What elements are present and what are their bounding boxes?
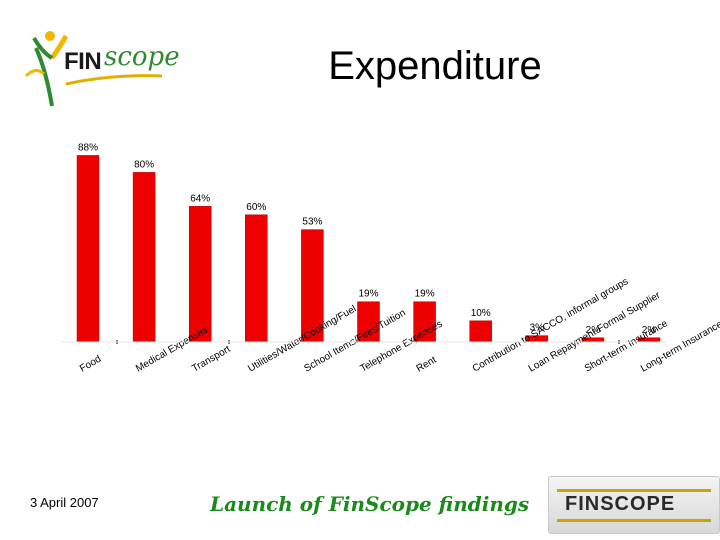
logo-scope-text: scope (104, 42, 180, 72)
figure-logo-icon (24, 31, 69, 107)
data-label-3: 64% (190, 193, 210, 204)
data-label-8: 10% (471, 308, 491, 319)
data-label-11: 2% (642, 325, 657, 336)
finscope-logo: FIN scope (22, 18, 180, 114)
data-label-10: 2% (586, 325, 601, 336)
category-label-7: Rent (415, 354, 439, 374)
bar-1 (76, 155, 100, 343)
logo-footer-line-bottom (557, 519, 711, 522)
finscope-logo-footer: FINSCOPE (548, 476, 720, 534)
data-label-5: 53% (302, 217, 322, 228)
category-label-1: Food (78, 354, 103, 375)
logo-fin-text: FIN (64, 48, 102, 75)
data-label-9: 3% (530, 323, 545, 334)
page-title: Expenditure (328, 44, 542, 88)
bar-2 (132, 172, 156, 343)
bar-4 (245, 214, 268, 343)
data-label-1: 88% (78, 142, 98, 153)
logo-footer-text: FINSCOPE (565, 493, 676, 515)
footer-date: 3 April 2007 (30, 495, 99, 510)
data-label-4: 60% (246, 202, 266, 213)
data-label-6: 19% (358, 289, 378, 300)
bar-3 (188, 206, 212, 343)
logo-footer-line-top (557, 489, 711, 492)
bar-8 (469, 320, 492, 343)
data-label-2: 80% (134, 159, 154, 170)
data-label-7: 19% (415, 289, 435, 300)
footer-tagline: Launch of FinScope findings (210, 492, 530, 516)
logo-swoosh (65, 74, 163, 86)
category-label-3: Transport (190, 344, 232, 375)
